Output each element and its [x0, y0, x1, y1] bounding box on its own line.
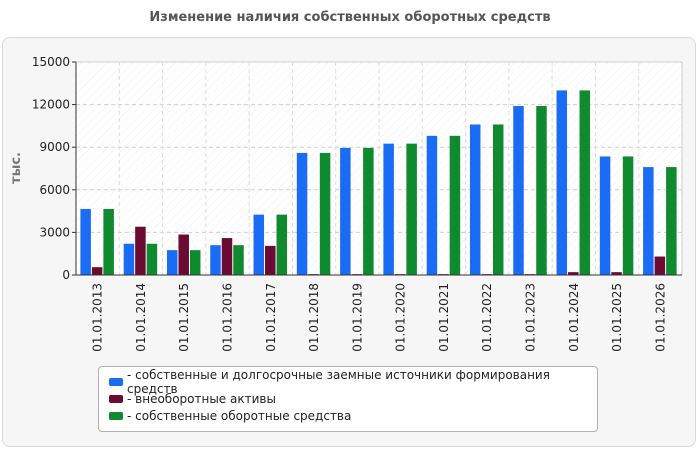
legend-swatch-sources: [109, 377, 123, 386]
y-tick-label: 15000: [32, 55, 70, 69]
legend-item-working-capital: - собственные оборотные средства: [109, 407, 587, 424]
bar: [146, 243, 158, 275]
y-tick-label: 6000: [39, 183, 70, 197]
bar: [340, 147, 351, 275]
bar: [643, 167, 654, 275]
bar: [253, 214, 265, 275]
bar: [469, 124, 481, 275]
bar: [492, 124, 504, 275]
bar: [319, 152, 331, 275]
y-tick-label: 3000: [39, 225, 70, 239]
bars-group: [80, 90, 677, 276]
x-tick-label: 01.01.2019: [350, 283, 364, 352]
bar: [426, 135, 438, 275]
bar: [666, 167, 677, 275]
bar: [166, 250, 178, 275]
bar: [178, 234, 189, 275]
x-tick-label: 01.01.2023: [524, 283, 538, 352]
legend-label-working-capital: - собственные оборотные средства: [127, 408, 352, 423]
legend-label-sources: - собственные и долгосрочные заемные ист…: [127, 367, 550, 396]
legend-item-noncurrent: - внеоборотные активы: [109, 390, 587, 407]
bar: [233, 245, 244, 275]
legend-label-noncurrent: - внеоборотные активы: [127, 391, 276, 406]
bar: [383, 143, 394, 275]
axes-group: 0 3000 6000 9000 12000 15000 01.01.2013 01.01.2…: [32, 55, 682, 352]
legend-swatch-working-capital: [109, 411, 123, 420]
bar: [654, 256, 666, 275]
bar: [622, 156, 634, 275]
bar: [599, 156, 611, 275]
x-tick-label: 01.01.2013: [91, 283, 105, 352]
chart-title: Изменение наличия собственных оборотных …: [149, 10, 551, 25]
bar: [189, 250, 201, 275]
bar: [568, 272, 579, 275]
bar: [91, 267, 103, 275]
x-tick-label: 01.01.2021: [437, 283, 451, 352]
bar: [536, 106, 547, 276]
bar: [221, 238, 233, 275]
x-tick-label: 01.01.2024: [567, 283, 581, 352]
bar: [513, 106, 524, 276]
bar: [449, 135, 461, 275]
x-tick-label: 01.01.2015: [177, 283, 191, 352]
x-tick-label: 01.01.2016: [221, 283, 235, 352]
bar: [123, 243, 135, 275]
bar: [611, 272, 622, 275]
bar: [103, 208, 114, 275]
y-tick-label: 0: [62, 268, 70, 282]
bar: [296, 152, 308, 275]
legend-swatch-noncurrent: [109, 394, 123, 403]
legend-item-sources: - собственные и долгосрочные заемные ист…: [109, 368, 587, 396]
x-tick-label: 01.01.2022: [480, 283, 494, 352]
bar: [579, 90, 591, 276]
legend: - собственные и долгосрочные заемные ист…: [98, 366, 598, 432]
x-tick-label: 01.01.2014: [134, 283, 148, 352]
bar: [80, 208, 91, 275]
x-tick-label: 01.01.2020: [394, 283, 408, 352]
bar: [135, 226, 146, 275]
x-tick-label: 01.01.2018: [307, 283, 321, 352]
bar: [406, 143, 417, 275]
bar: [210, 245, 221, 275]
bar: [265, 245, 276, 275]
x-tick-label: 01.01.2017: [264, 283, 278, 352]
y-tick-label: 12000: [32, 98, 70, 112]
bar: [276, 214, 288, 275]
bar: [363, 147, 374, 275]
y-axis-label: тыс.: [9, 152, 24, 184]
x-tick-label: 01.01.2026: [653, 283, 667, 352]
y-tick-label: 9000: [39, 140, 70, 154]
bar: [556, 90, 568, 276]
x-tick-label: 01.01.2025: [610, 283, 624, 352]
